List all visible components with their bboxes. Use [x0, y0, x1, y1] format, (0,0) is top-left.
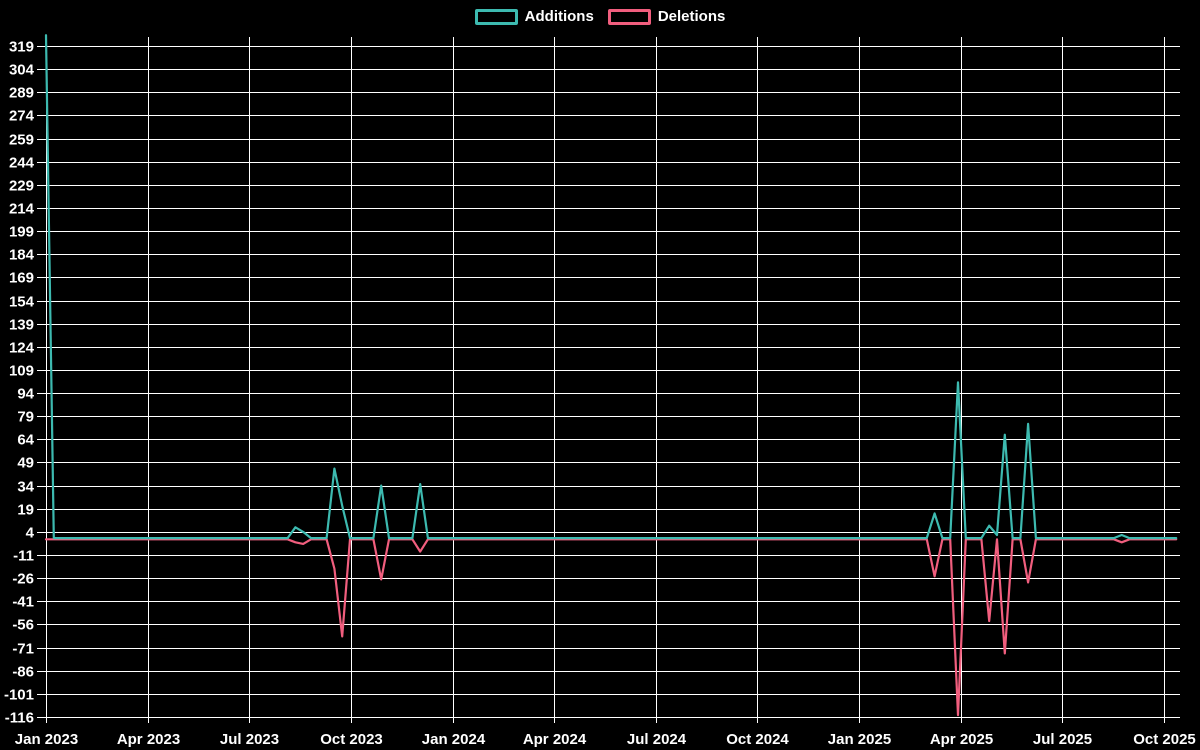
legend-label-deletions: Deletions: [657, 8, 726, 25]
chart-grid: [37, 37, 1180, 723]
y-tick-label: 244: [9, 155, 35, 172]
y-tick-label: 19: [17, 502, 34, 519]
y-tick-label: 274: [9, 108, 35, 125]
y-tick-label: 169: [9, 270, 34, 287]
y-tick-label: 154: [9, 294, 35, 311]
y-tick-label: 304: [9, 62, 35, 79]
y-tick-label: 199: [9, 224, 34, 241]
y-tick-label: 289: [9, 85, 34, 102]
y-tick-label: -71: [12, 641, 34, 658]
x-tick-label: Jul 2025: [1033, 731, 1092, 748]
x-tick-label: Apr 2024: [523, 731, 587, 748]
x-tick-label: Oct 2025: [1133, 731, 1196, 748]
legend-item-additions[interactable]: Additions: [474, 8, 594, 25]
y-tick-label: -116: [5, 710, 34, 727]
y-tick-label: -26: [12, 571, 34, 588]
chart-legend: Additions Deletions: [0, 8, 1200, 25]
y-tick-label: 214: [9, 201, 35, 218]
x-tick-label: Jan 2023: [15, 731, 78, 748]
x-tick-label: Jul 2023: [220, 731, 279, 748]
x-tick-label: Oct 2024: [726, 731, 789, 748]
y-tick-label: 319: [9, 39, 34, 56]
y-tick-label: 229: [9, 178, 34, 195]
y-tick-label: 64: [17, 432, 34, 449]
y-tick-label: 109: [9, 363, 34, 380]
y-tick-label: -86: [12, 664, 34, 681]
y-tick-label: 259: [9, 132, 34, 149]
y-tick-label: 139: [9, 317, 34, 334]
y-tick-label: 79: [17, 409, 34, 426]
y-tick-label: 34: [17, 479, 34, 496]
y-tick-label: 184: [9, 247, 35, 264]
y-tick-label: -101: [4, 687, 34, 704]
x-tick-label: Jan 2025: [828, 731, 891, 748]
y-tick-label: 4: [26, 525, 35, 542]
x-tick-label: Oct 2023: [320, 731, 383, 748]
x-tick-label: Jan 2024: [422, 731, 486, 748]
x-tick-label: Apr 2023: [117, 731, 180, 748]
y-tick-label: 49: [17, 455, 34, 472]
legend-item-deletions[interactable]: Deletions: [607, 8, 726, 25]
y-tick-label: -56: [12, 617, 34, 634]
additions-swatch-icon: [474, 8, 518, 25]
deletions-line: [44, 538, 1178, 717]
deletions-swatch-icon: [607, 8, 651, 25]
y-tick-label: -11: [13, 548, 34, 565]
y-tick-label: -41: [12, 594, 34, 611]
y-tick-label: 124: [9, 340, 35, 357]
y-tick-label: 94: [17, 386, 34, 403]
x-tick-label: Jul 2024: [627, 731, 687, 748]
axis-labels: 319 304 289 274 259 244 229 214 199 184 169 154 139 1…: [4, 39, 1196, 748]
x-tick-label: Apr 2025: [930, 731, 993, 748]
legend-label-additions: Additions: [524, 8, 594, 25]
additions-line: [44, 34, 1178, 540]
